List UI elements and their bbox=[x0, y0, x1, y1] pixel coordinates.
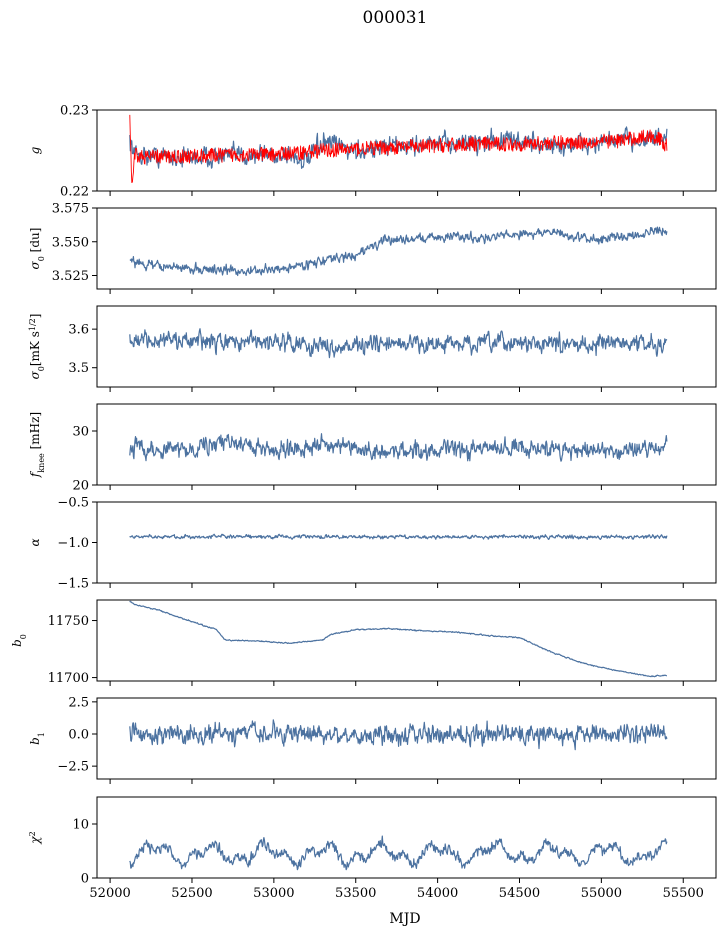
y-tick-label: −0.5 bbox=[57, 496, 89, 511]
y-tick-label: 2.5 bbox=[68, 695, 89, 710]
series-line-2 bbox=[129, 114, 668, 183]
y-tick-label: 20 bbox=[72, 479, 89, 494]
subplot-2: 3.525 3.550 3.575 σ0 [du] bbox=[28, 202, 717, 294]
y-tick-label: 11700 bbox=[48, 671, 89, 686]
x-tick-label: 52000 bbox=[89, 886, 130, 901]
axes-frame bbox=[96, 207, 717, 290]
y-tick-label: 0 bbox=[81, 872, 89, 887]
subplots: 0.22 0.23 g 3.525 3.550 3.575 σ0 [du] 3.5 3.6 σ0[… bbox=[10, 104, 717, 901]
y-tick-label: 3.6 bbox=[68, 323, 89, 338]
y-tick-label: −1.0 bbox=[57, 536, 89, 551]
subplot-1: 0.22 0.23 g bbox=[28, 104, 717, 200]
x-tick-label: 54500 bbox=[499, 886, 540, 901]
y-tick-label: 3.5 bbox=[68, 361, 89, 376]
y-axis-label: σ0[mK s1/2] bbox=[28, 314, 46, 380]
y-axis-label: fknee [mHz] bbox=[28, 412, 46, 478]
x-tick-label: 54000 bbox=[417, 886, 458, 901]
series-line-1 bbox=[129, 433, 668, 462]
y-tick-label: 10 bbox=[72, 818, 89, 833]
subplot-8: 52000 52500 53000 53500 54000 54500 55000 55500… bbox=[28, 796, 717, 901]
y-axis-label: χ2 bbox=[28, 831, 43, 844]
y-axis-label: g bbox=[28, 146, 42, 154]
y-tick-label: −2.5 bbox=[57, 760, 89, 775]
y-tick-label: 3.575 bbox=[52, 202, 89, 217]
series-line-1 bbox=[129, 533, 668, 541]
series-line-1 bbox=[129, 126, 668, 169]
y-tick-label: 0.23 bbox=[60, 104, 89, 119]
figure-title: 000031 bbox=[363, 8, 428, 28]
x-tick-label: 52500 bbox=[171, 886, 212, 901]
y-tick-label: 30 bbox=[72, 425, 89, 440]
x-tick-label: 53000 bbox=[253, 886, 294, 901]
axes-frame bbox=[96, 305, 717, 388]
axes-frame bbox=[96, 796, 717, 879]
y-axis-label: b0 bbox=[10, 634, 28, 647]
y-axis-label: α bbox=[28, 538, 42, 546]
y-tick-label: 11750 bbox=[48, 614, 89, 629]
axes-frame bbox=[96, 109, 717, 192]
y-tick-label: 3.550 bbox=[52, 235, 89, 250]
subplot-3: 3.5 3.6 σ0[mK s1/2] bbox=[28, 305, 717, 392]
axes-frame bbox=[96, 697, 717, 780]
series-line-1 bbox=[129, 719, 668, 751]
series-line-1 bbox=[129, 328, 668, 359]
axes-frame bbox=[96, 599, 717, 682]
series-line-1 bbox=[129, 226, 668, 277]
y-axis-label: σ0 [du] bbox=[28, 228, 46, 270]
axes-frame bbox=[96, 501, 717, 584]
y-tick-label: 3.525 bbox=[52, 269, 89, 284]
x-tick-label: 55500 bbox=[663, 886, 704, 901]
x-tick-label: 55000 bbox=[581, 886, 622, 901]
subplot-4: 20 30 fknee [mHz] bbox=[28, 403, 717, 494]
subplot-5: −1.5 −1.0 −0.5 α bbox=[28, 496, 717, 592]
y-axis-label: b1 bbox=[28, 732, 46, 745]
subplot-6: 11700 11750 b0 bbox=[10, 599, 717, 686]
y-tick-label: 0.22 bbox=[60, 185, 89, 200]
x-axis-label: MJD bbox=[389, 911, 420, 927]
series-line-1 bbox=[129, 600, 667, 678]
y-tick-label: −1.5 bbox=[57, 577, 89, 592]
x-tick-label: 53500 bbox=[335, 886, 376, 901]
axes-frame bbox=[96, 403, 717, 486]
series-line-1 bbox=[129, 835, 668, 871]
subplot-7: −2.5 0.0 2.5 b1 bbox=[28, 695, 717, 784]
y-tick-label: 0.0 bbox=[68, 728, 89, 743]
